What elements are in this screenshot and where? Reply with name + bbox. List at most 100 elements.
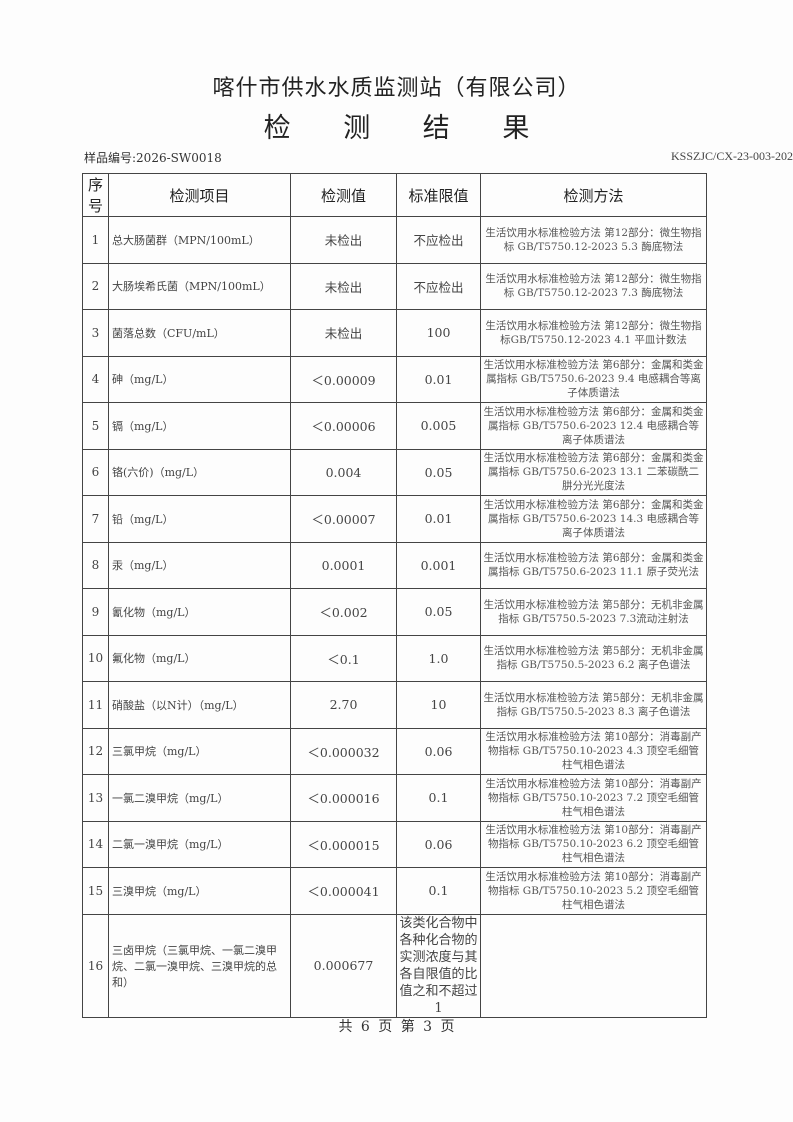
table-header-row: 序号 检测项目 检测值 标准限值 检测方法 (82, 173, 707, 217)
row-value: ＜0.000015 (290, 820, 397, 868)
table-row: 7 铅（mg/L） ＜0.00007 0.01 生活饮用水标准检验方法 第6部分：金属和… (82, 495, 707, 543)
row-limit: 0.1 (396, 774, 481, 822)
table-row: 11 硝酸盐（以N计）（mg/L） 2.70 10 生活饮用水标准检验方法 第5部分：无… (82, 681, 707, 729)
row-method: 生活饮用水标准检验方法 第6部分：金属和类金属指标 GB/T5750.6-202… (480, 541, 707, 589)
row-value: ＜0.00009 (290, 355, 397, 403)
row-limit: 该类化合物中各种化合物的实测浓度与其各自限值的比值之和不超过1 (396, 913, 481, 1018)
table-row: 1 总大肠菌群（MPN/100mL） 未检出 不应检出 生活饮用水标准检验方法 第12部… (82, 216, 707, 264)
row-limit: 0.06 (396, 727, 481, 775)
row-value: ＜0.000032 (290, 727, 397, 775)
row-item: 一氯二溴甲烷（mg/L） (108, 774, 291, 822)
row-item: 汞（mg/L） (108, 541, 291, 589)
row-seq: 6 (82, 448, 109, 496)
row-value: 未检出 (290, 262, 397, 310)
row-limit: 不应检出 (396, 216, 481, 264)
row-item: 铅（mg/L） (108, 495, 291, 543)
col-header-seq: 序号 (82, 173, 109, 217)
row-seq: 16 (82, 913, 109, 1018)
document-subtitle: 检 测 结 果 (263, 113, 552, 144)
row-method: 生活饮用水标准检验方法 第12部分：微生物指标 GB/T5750.12-2023… (480, 262, 707, 310)
row-seq: 14 (82, 820, 109, 868)
row-method: 生活饮用水标准检验方法 第6部分：金属和类金属指标 GB/T5750.6-202… (480, 448, 707, 496)
row-seq: 15 (82, 867, 109, 915)
row-value: ＜0.002 (290, 588, 397, 636)
row-value: 0.0001 (290, 541, 397, 589)
col-header-item: 检测项目 (108, 173, 291, 217)
row-value: 未检出 (290, 216, 397, 264)
col-header-value: 检测值 (290, 173, 397, 217)
row-limit: 0.05 (396, 588, 481, 636)
table-row: 5 镉（mg/L） ＜0.00006 0.005 生活饮用水标准检验方法 第6部分：金属… (82, 402, 707, 450)
row-item: 铬(六价)（mg/L） (108, 448, 291, 496)
results-table: 序号 检测项目 检测值 标准限值 检测方法 1 总大肠菌群（MPN/100mL）未… (82, 173, 707, 1018)
row-value: ＜0.000041 (290, 867, 397, 915)
row-value: 未检出 (290, 309, 397, 357)
row-item: 三氯甲烷（mg/L） (108, 727, 291, 775)
row-seq: 12 (82, 727, 109, 775)
row-item: 二氯一溴甲烷（mg/L） (108, 820, 291, 868)
row-value: ＜0.000016 (290, 774, 397, 822)
row-method: 生活饮用水标准检验方法 第5部分：无机非金属指标 GB/T5750.5-2023… (480, 588, 707, 636)
row-method: 生活饮用水标准检验方法 第6部分：金属和类金属指标 GB/T5750.6-202… (480, 495, 707, 543)
row-method: 生活饮用水标准检验方法 第10部分：消毒副产物指标 GB/T5750.10-20… (480, 820, 707, 868)
row-seq: 7 (82, 495, 109, 543)
table-row: 2 大肠埃希氏菌（MPN/100mL） 未检出 不应检出 生活饮用水标准检验方法 第12… (82, 262, 707, 310)
col-header-limit: 标准限值 (396, 173, 481, 217)
row-item: 氰化物（mg/L） (108, 588, 291, 636)
row-item: 氟化物（mg/L） (108, 634, 291, 682)
row-method: 生活饮用水标准检验方法 第10部分：消毒副产物指标 GB/T5750.10-20… (480, 867, 707, 915)
row-limit: 0.06 (396, 820, 481, 868)
row-item: 菌落总数（CFU/mL） (108, 309, 291, 357)
row-seq: 3 (82, 309, 109, 357)
row-method: 生活饮用水标准检验方法 第5部分：无机非金属指标 GB/T5750.5-2023… (480, 681, 707, 729)
sample-number: 样品编号:2026-SW0018 (84, 151, 222, 165)
table-row: 8 汞（mg/L） 0.0001 0.001 生活饮用水标准检验方法 第6部分：金属和类… (82, 541, 707, 589)
row-item: 砷（mg/L） (108, 355, 291, 403)
row-value: ＜0.00007 (290, 495, 397, 543)
document-code: KSSZJC/CX-23-003-202 (670, 149, 793, 163)
table-row: 16 三卤甲烷（三氯甲烷、一氯二溴甲烷、二氯一溴甲烷、三溴甲烷的总和） 0.0006… (82, 913, 707, 1018)
row-method: 生活饮用水标准检验方法 第6部分：金属和类金属指标 GB/T5750.6-202… (480, 355, 707, 403)
table-row: 3 菌落总数（CFU/mL） 未检出 100 生活饮用水标准检验方法 第12部分：微生物… (82, 309, 707, 357)
table-row: 9 氰化物（mg/L） ＜0.002 0.05 生活饮用水标准检验方法 第5部分：无机非… (82, 588, 707, 636)
row-seq: 5 (82, 402, 109, 450)
row-item: 硝酸盐（以N计）（mg/L） (108, 681, 291, 729)
row-limit: 0.05 (396, 448, 481, 496)
row-value: ＜0.00006 (290, 402, 397, 450)
row-value: 0.000677 (290, 913, 397, 1018)
row-seq: 9 (82, 588, 109, 636)
table-row: 4 砷（mg/L） ＜0.00009 0.01 生活饮用水标准检验方法 第6部分：金属和… (82, 355, 707, 403)
row-item: 三溴甲烷（mg/L） (108, 867, 291, 915)
col-header-method: 检测方法 (480, 173, 707, 217)
row-item: 三卤甲烷（三氯甲烷、一氯二溴甲烷、二氯一溴甲烷、三溴甲烷的总和） (108, 913, 291, 1018)
row-limit: 100 (396, 309, 481, 357)
row-item: 总大肠菌群（MPN/100mL） (108, 216, 291, 264)
table-row: 14 二氯一溴甲烷（mg/L） ＜0.000015 0.06 生活饮用水标准检验方法 第… (82, 820, 707, 868)
row-method: 生活饮用水标准检验方法 第10部分：消毒副产物指标 GB/T5750.10-20… (480, 774, 707, 822)
row-limit: 0.01 (396, 355, 481, 403)
row-seq: 2 (82, 262, 109, 310)
table-row: 15 三溴甲烷（mg/L） ＜0.000041 0.1 生活饮用水标准检验方法 第10部… (82, 867, 707, 915)
row-limit: 10 (396, 681, 481, 729)
row-method: 生活饮用水标准检验方法 第6部分：金属和类金属指标 GB/T5750.6-202… (480, 402, 707, 450)
row-seq: 11 (82, 681, 109, 729)
row-item: 镉（mg/L） (108, 402, 291, 450)
row-seq: 10 (82, 634, 109, 682)
row-method: 生活饮用水标准检验方法 第12部分：微生物指标GB/T5750.12-2023 … (480, 309, 707, 357)
page-footer: 共 6 页 第 3 页 (338, 1019, 455, 1035)
organization-title: 喀什市供水水质监测站（有限公司） (212, 76, 581, 101)
row-item: 大肠埃希氏菌（MPN/100mL） (108, 262, 291, 310)
row-limit: 0.005 (396, 402, 481, 450)
row-limit: 0.001 (396, 541, 481, 589)
row-limit: 0.01 (396, 495, 481, 543)
table-row: 6 铬(六价)（mg/L） 0.004 0.05 生活饮用水标准检验方法 第6部分：金属… (82, 448, 707, 496)
row-seq: 4 (82, 355, 109, 403)
table-row: 12 三氯甲烷（mg/L） ＜0.000032 0.06 生活饮用水标准检验方法 第10… (82, 727, 707, 775)
row-limit: 1.0 (396, 634, 481, 682)
row-value: 2.70 (290, 681, 397, 729)
row-method: 生活饮用水标准检验方法 第12部分：微生物指标 GB/T5750.12-2023… (480, 216, 707, 264)
table-row: 10 氟化物（mg/L） ＜0.1 1.0 生活饮用水标准检验方法 第5部分：无机非金属… (82, 634, 707, 682)
row-value: ＜0.1 (290, 634, 397, 682)
row-method (480, 913, 707, 1018)
row-value: 0.004 (290, 448, 397, 496)
